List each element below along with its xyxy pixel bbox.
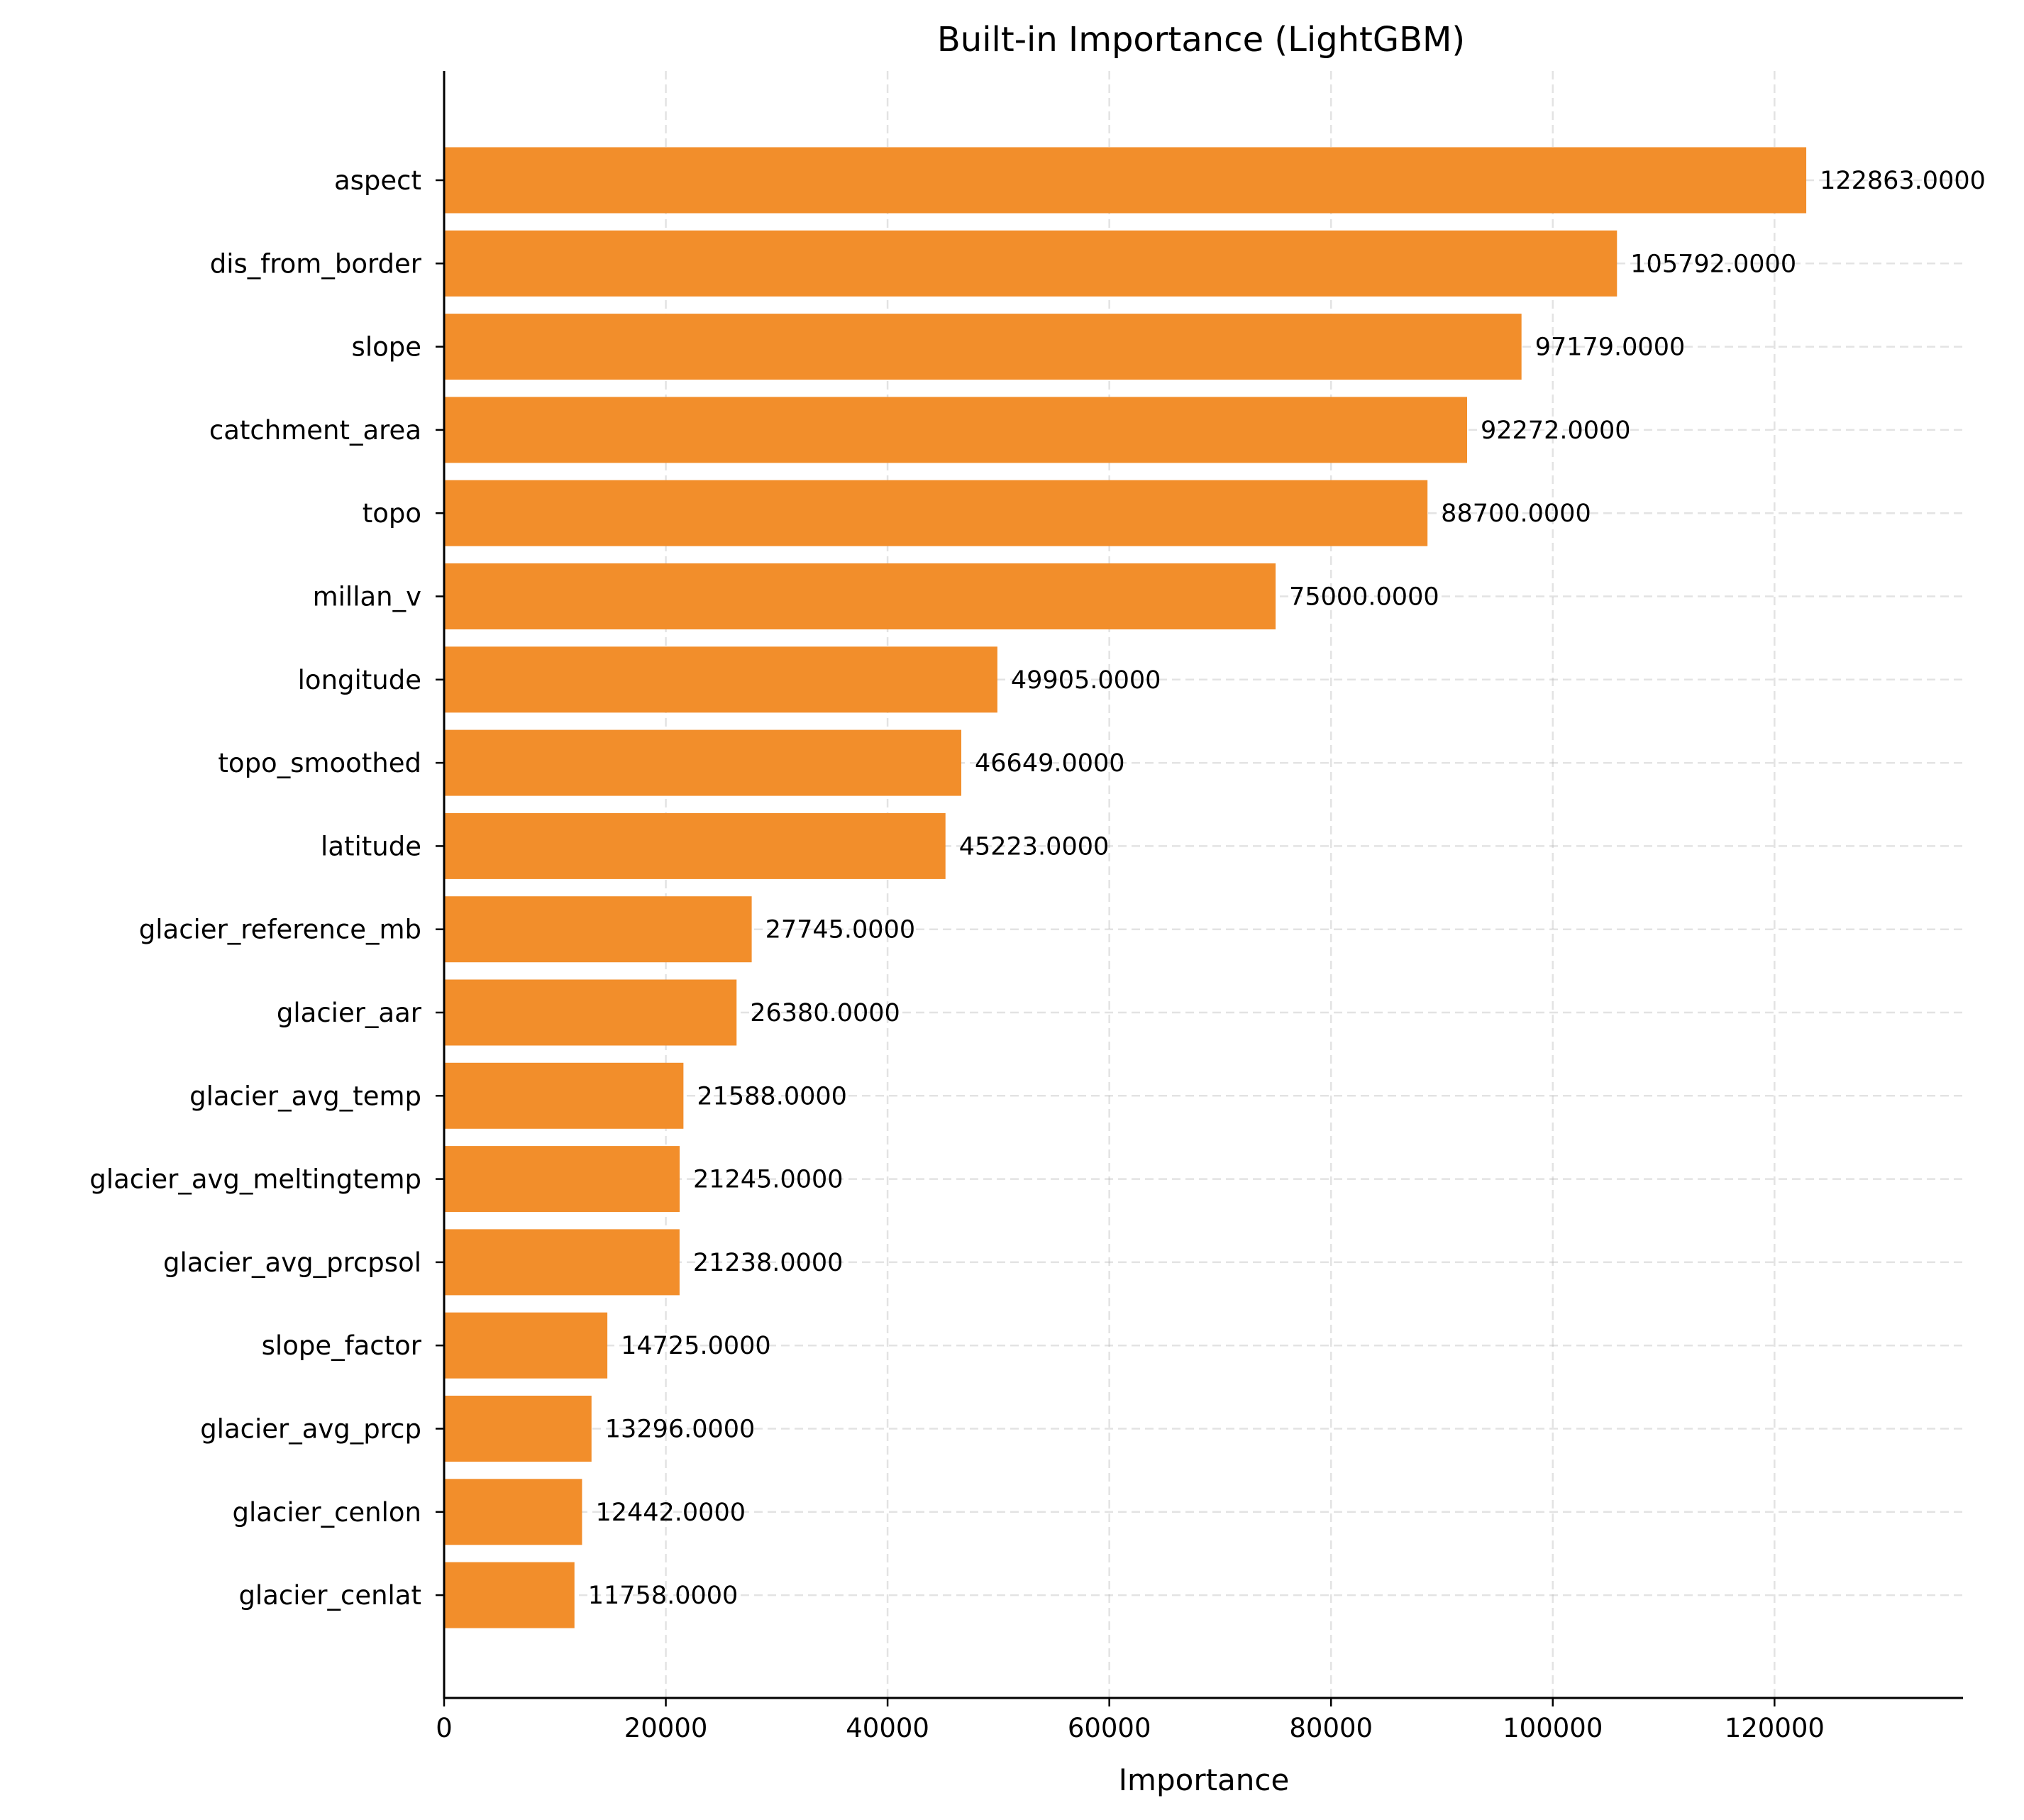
- bar-value-label: 88700.0000: [1441, 500, 1591, 528]
- y-tick-label: longitude: [298, 665, 421, 695]
- x-axis-label: Importance: [1119, 1763, 1290, 1797]
- y-tick-label: aspect: [334, 165, 421, 196]
- x-tick-label: 60000: [1068, 1713, 1151, 1743]
- bar-catchment-area: [444, 397, 1468, 463]
- y-tick-label: glacier_reference_mb: [139, 915, 421, 945]
- y-tick-label: topo: [363, 498, 421, 529]
- x-tick-label: 40000: [846, 1713, 929, 1743]
- bar-glacier-avg-meltingtemp: [444, 1146, 680, 1213]
- bar-value-label: 105792.0000: [1630, 250, 1796, 278]
- y-tick-label: glacier_cenlat: [238, 1580, 421, 1611]
- bar-millan-v: [444, 563, 1276, 629]
- x-tick-label: 100000: [1503, 1713, 1603, 1743]
- bar-aspect: [444, 147, 1807, 214]
- y-tick-label: glacier_avg_prcpsol: [163, 1247, 421, 1278]
- x-tick-label: 0: [436, 1713, 453, 1743]
- bar-value-label: 122863.0000: [1820, 167, 1986, 195]
- bar-value-label: 46649.0000: [975, 749, 1125, 778]
- x-tick-label: 80000: [1289, 1713, 1373, 1743]
- bar-value-label: 11758.0000: [588, 1582, 739, 1610]
- y-tick-label: latitude: [321, 831, 421, 861]
- y-tick-label: millan_v: [313, 582, 421, 612]
- y-tick-label: glacier_aar: [277, 998, 422, 1028]
- bar-value-label: 45223.0000: [959, 832, 1110, 861]
- y-tick-label: glacier_avg_temp: [189, 1081, 421, 1111]
- bar-value-label: 49905.0000: [1011, 666, 1161, 695]
- chart-title: Built-in Importance (LightGBM): [937, 20, 1465, 60]
- bar-value-label: 97179.0000: [1535, 333, 1686, 362]
- bar-glacier-avg-temp: [444, 1062, 684, 1129]
- labels: 0 20000 40000 60000 80000 100000 120000 aspect 1…: [89, 165, 1986, 1743]
- bar-topo-smoothed: [444, 729, 962, 796]
- bar-slope-factor: [444, 1312, 608, 1379]
- y-tick-label: glacier_cenlon: [233, 1497, 421, 1528]
- bar-longitude: [444, 646, 997, 713]
- bar-value-label: 75000.0000: [1289, 583, 1439, 612]
- bar-glacier-avg-prcpsol: [444, 1229, 680, 1296]
- bars: [444, 147, 1807, 1628]
- bar-value-label: 14725.0000: [621, 1332, 771, 1360]
- bar-value-label: 21238.0000: [693, 1249, 844, 1277]
- bar-value-label: 21245.0000: [693, 1166, 844, 1194]
- x-tick-label: 120000: [1725, 1713, 1825, 1743]
- y-tick-label: dis_from_border: [210, 248, 422, 279]
- y-tick-label: glacier_avg_prcp: [200, 1414, 421, 1445]
- bar-glacier-aar: [444, 979, 737, 1046]
- bar-glacier-reference-mb: [444, 896, 752, 963]
- bar-value-label: 27745.0000: [765, 916, 916, 944]
- y-tick-label: slope: [352, 332, 421, 363]
- bar-latitude: [444, 812, 946, 879]
- bar-glacier-cenlon: [444, 1479, 582, 1545]
- bar-glacier-avg-prcp: [444, 1396, 592, 1462]
- bar-slope: [444, 314, 1522, 380]
- bar-value-label: 13296.0000: [605, 1416, 756, 1444]
- y-tick-label: glacier_avg_meltingtemp: [89, 1164, 421, 1195]
- y-tick-label: topo_smoothed: [218, 748, 421, 778]
- bar-value-label: 92272.0000: [1481, 417, 1631, 445]
- y-tick-label: slope_factor: [262, 1330, 422, 1361]
- axes: [436, 71, 1963, 1706]
- bar-dis-from-border: [444, 230, 1617, 297]
- bar-value-label: 12442.0000: [595, 1499, 746, 1527]
- bar-glacier-cenlat: [444, 1562, 575, 1628]
- bar-value-label: 21588.0000: [697, 1082, 847, 1110]
- bar-topo: [444, 480, 1428, 546]
- bar-value-label: 26380.0000: [750, 999, 900, 1027]
- y-tick-label: catchment_area: [209, 415, 421, 446]
- x-tick-label: 20000: [624, 1713, 708, 1743]
